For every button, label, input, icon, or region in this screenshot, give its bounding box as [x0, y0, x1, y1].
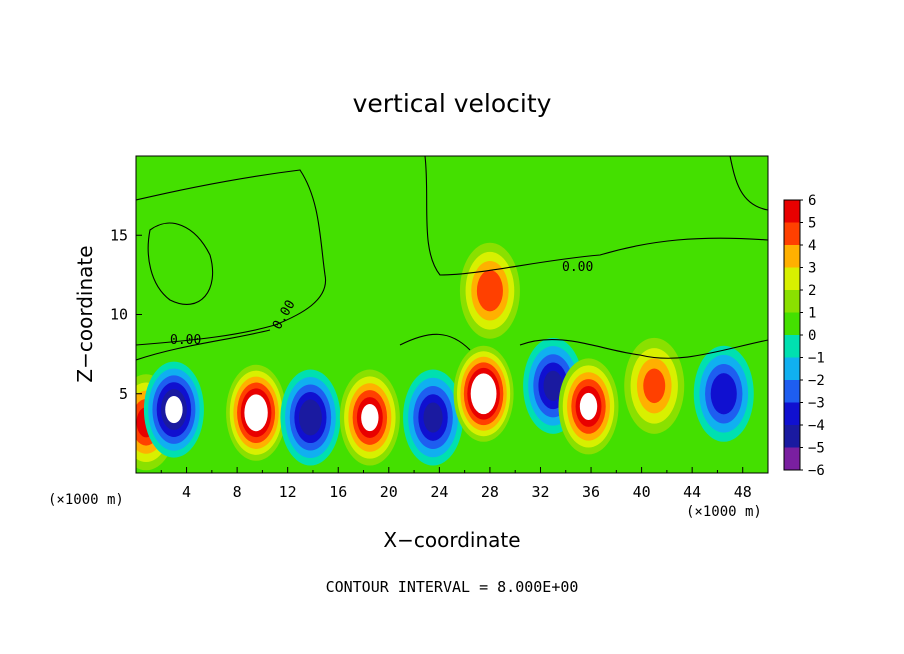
colorbar-tick-label-12: −6 — [808, 463, 825, 479]
y-axis-label: Z−coordinate — [73, 245, 97, 382]
field-feature-6-level-7 — [474, 378, 494, 409]
x-tick-label-32: 32 — [531, 483, 549, 501]
field-feature-4-level-6 — [361, 403, 379, 432]
x-tick-label-48: 48 — [734, 483, 752, 501]
field-blobs — [136, 242, 754, 471]
field-feature-9-level-6 — [579, 392, 598, 421]
y-axis: 5 10 15 — [110, 226, 142, 403]
colorbar-tick-label-0: 6 — [808, 193, 816, 209]
colorbar-tick-label-5: 1 — [808, 306, 816, 322]
field-feature-10-level-4 — [643, 368, 666, 404]
zero-contour-right — [729, 156, 768, 211]
colorbar-segment-0 — [784, 200, 800, 223]
x-tick-label-16: 16 — [329, 483, 347, 501]
x-tick-label-40: 40 — [633, 483, 651, 501]
x-tick-label-12: 12 — [279, 483, 297, 501]
colorbar-tick-label-2: 4 — [808, 238, 816, 254]
x-tick-label-28: 28 — [481, 483, 499, 501]
zero-contour-upper — [136, 169, 327, 346]
colorbar-segment-6 — [784, 335, 800, 358]
x-axis: 4 8 12 16 20 24 28 32 36 40 44 48 — [160, 467, 752, 501]
y-tick-label-5: 5 — [119, 385, 128, 403]
colorbar-tick-label-3: 3 — [808, 261, 816, 277]
colorbar-segment-1 — [784, 222, 800, 246]
zero-contour-dome — [147, 222, 214, 305]
colorbar-segment-7 — [784, 357, 800, 381]
colorbar-segment-8 — [784, 380, 800, 403]
colorbar-segment-11 — [784, 447, 800, 471]
colorbar-segment-4 — [784, 290, 800, 313]
colorbar-segment-5 — [784, 312, 800, 336]
field-feature-5-level-5 — [423, 402, 443, 433]
contour-interval-note: CONTOUR INTERVAL = 8.000E+00 — [326, 578, 579, 596]
x-unit-left: (×1000 m) — [48, 492, 124, 508]
colorbar-segment-2 — [784, 245, 800, 268]
zero-contour-lower — [136, 329, 768, 361]
colorbar-segment-10 — [784, 425, 800, 448]
colorbar-tick-label-6: 0 — [808, 328, 816, 344]
colorbar-tick-label-11: −5 — [808, 441, 825, 457]
plot-area: 0.00 0.00 0.00 — [136, 156, 768, 473]
colorbar-tick-label-10: −4 — [808, 418, 825, 434]
x-axis-label: X−coordinate — [383, 528, 520, 552]
field-feature-8-level-5 — [543, 370, 563, 401]
y-tick-label-15: 15 — [110, 226, 128, 244]
colorbar-segment-3 — [784, 267, 800, 291]
contour-lines — [136, 156, 768, 361]
x-tick-label-20: 20 — [380, 483, 398, 501]
x-unit-right: (×1000 m) — [686, 504, 762, 520]
field-feature-1-level-6 — [165, 396, 183, 424]
colorbar: 6 5 4 3 2 1 0 −1 −2 −3 −4 −5 −6 — [783, 193, 825, 479]
field-feature-3-level-5 — [299, 399, 322, 436]
colorbar-tick-label-8: −2 — [808, 373, 825, 389]
colorbar-segment-9 — [784, 402, 800, 426]
field-feature-11-level-4 — [710, 373, 737, 415]
x-tick-label-36: 36 — [582, 483, 600, 501]
colorbar-tick-label-4: 2 — [808, 283, 816, 299]
x-tick-label-8: 8 — [233, 483, 242, 501]
field-feature-2-level-7 — [248, 400, 265, 426]
colorbar-tick-label-7: −1 — [808, 351, 825, 367]
colorbar-tick-label-1: 5 — [808, 216, 816, 232]
field-feature-7-level-4 — [476, 270, 503, 312]
contour-label-1: 0.00 — [170, 333, 201, 348]
y-tick-label-10: 10 — [110, 306, 128, 324]
colorbar-tick-label-9: −3 — [808, 396, 825, 412]
chart-title: vertical velocity — [353, 89, 552, 118]
x-tick-label-4: 4 — [182, 483, 191, 501]
x-tick-label-24: 24 — [430, 483, 448, 501]
x-tick-label-44: 44 — [683, 483, 701, 501]
contour-label-3: 0.00 — [562, 260, 593, 275]
zero-contour-mid — [424, 156, 768, 276]
